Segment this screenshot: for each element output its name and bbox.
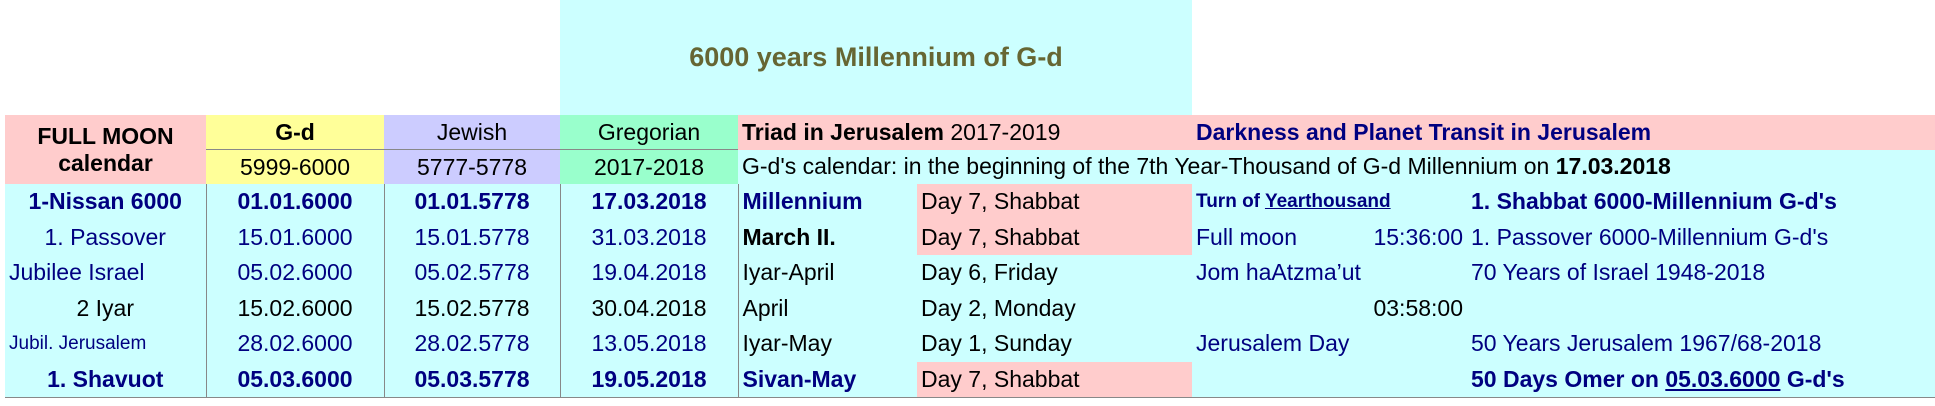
- weekday-cell: Day 1, Sunday: [917, 326, 1192, 362]
- jewish-date-cell: 01.01.5778: [383, 184, 560, 220]
- gregorian-date-cell: 30.04.2018: [559, 290, 738, 326]
- event-cell: 03:58:00: [1192, 290, 1467, 326]
- month-cell: March II.: [737, 219, 917, 255]
- note-cell: 1. Passover 6000-Millennium G-d's: [1467, 219, 1935, 255]
- note-cell: 50 Years Jerusalem 1967/68-2018: [1467, 326, 1935, 362]
- table-row: Jubil. Jerusalem 28.02.6000 28.02.5778 13.0…: [5, 326, 1935, 362]
- name-cell: 1-Nissan 6000: [5, 184, 206, 220]
- gregorian-date-cell: 19.04.2018: [559, 255, 738, 291]
- gd-date-cell: 05.02.6000: [205, 255, 384, 291]
- gregorian-range: 2017-2018: [560, 149, 738, 184]
- weekday-cell: Day 7, Shabbat: [917, 184, 1192, 220]
- name-cell: Jubil. Jerusalem: [5, 326, 206, 362]
- gd-date-cell: 15.01.6000: [205, 219, 384, 255]
- gd-calendar-note: G-d's calendar: in the beginning of the …: [738, 149, 1935, 184]
- note-cell: 50 Days Omer on 05.03.6000 G-d's: [1467, 361, 1935, 398]
- weekday-cell: Day 6, Friday: [917, 255, 1192, 291]
- name-cell: Jubilee Israel: [5, 255, 206, 291]
- month-cell: Sivan-May: [737, 361, 917, 398]
- gregorian-date-cell: 13.05.2018: [559, 326, 738, 362]
- event-cell: [1192, 361, 1467, 398]
- note-cell: [1467, 290, 1935, 326]
- triad-header: Triad in Jerusalem 2017-2019: [738, 115, 1192, 150]
- jewish-date-cell: 05.03.5778: [383, 361, 560, 398]
- gd-date-cell: 15.02.6000: [205, 290, 384, 326]
- note-cell: 1. Shabbat 6000-Millennium G-d's: [1467, 184, 1935, 220]
- month-cell: Iyar-April: [737, 255, 917, 291]
- name-cell: 2 Iyar: [5, 290, 206, 326]
- table-row: 1. Shavuot 05.03.6000 05.03.5778 19.05.2018…: [5, 361, 1935, 398]
- jewish-date-cell: 15.01.5778: [383, 219, 560, 255]
- darkness-header: Darkness and Planet Transit in Jerusalem: [1192, 115, 1935, 150]
- jewish-header: Jewish: [384, 115, 560, 150]
- jewish-date-cell: 05.02.5778: [383, 255, 560, 291]
- gd-date-cell: 01.01.6000: [205, 184, 384, 220]
- table-row: 1-Nissan 6000 01.01.6000 01.01.5778 17.03.2…: [5, 184, 1935, 220]
- table-row: Jubilee Israel 05.02.6000 05.02.5778 19.04.…: [5, 255, 1935, 291]
- table-row: 1. Passover 15.01.6000 15.01.5778 31.03.201…: [5, 219, 1935, 255]
- event-cell: Jerusalem Day: [1192, 326, 1467, 362]
- gregorian-date-cell: 19.05.2018: [559, 361, 738, 398]
- event-cell: Full moon 15:36:00: [1192, 219, 1467, 255]
- note-cell: 70 Years of Israel 1948-2018: [1467, 255, 1935, 291]
- month-cell: April: [737, 290, 917, 326]
- time-value: 03:58:00: [1373, 294, 1463, 321]
- gd-header: G-d: [206, 115, 384, 150]
- event-cell: Jom haAtzma’ut: [1192, 255, 1467, 291]
- weekday-cell: Day 2, Monday: [917, 290, 1192, 326]
- page-title: 6000 years Millennium of G-d: [560, 0, 1192, 115]
- yearthousand-link[interactable]: Yearthousand: [1264, 190, 1391, 212]
- jewish-range: 5777-5778: [384, 149, 560, 184]
- gregorian-date-cell: 17.03.2018: [559, 184, 738, 220]
- jewish-date-cell: 28.02.5778: [383, 326, 560, 362]
- weekday-cell: Day 7, Shabbat: [917, 361, 1192, 398]
- name-cell: 1. Shavuot: [5, 361, 206, 398]
- time-value: 15:36:00: [1373, 223, 1463, 250]
- table-row: 2 Iyar 15.02.6000 15.02.5778 30.04.2018 Apri…: [5, 290, 1935, 326]
- weekday-cell: Day 7, Shabbat: [917, 219, 1192, 255]
- gd-range: 5999-6000: [206, 149, 384, 184]
- full-moon-header: FULL MOON calendar: [5, 115, 206, 184]
- gd-date-cell: 05.03.6000: [205, 361, 384, 398]
- gregorian-date-cell: 31.03.2018: [559, 219, 738, 255]
- month-cell: Millennium: [737, 184, 917, 220]
- jewish-date-cell: 15.02.5778: [383, 290, 560, 326]
- calendar-table: FULL MOON calendar G-d Jewish Gregorian T…: [5, 115, 1935, 398]
- name-cell: 1. Passover: [5, 219, 206, 255]
- month-cell: Iyar-May: [737, 326, 917, 362]
- event-cell: Turn of Yearthousand: [1192, 184, 1467, 220]
- date-link[interactable]: 05.03.6000: [1665, 365, 1781, 392]
- gregorian-header: Gregorian: [560, 115, 738, 150]
- gd-date-cell: 28.02.6000: [205, 326, 384, 362]
